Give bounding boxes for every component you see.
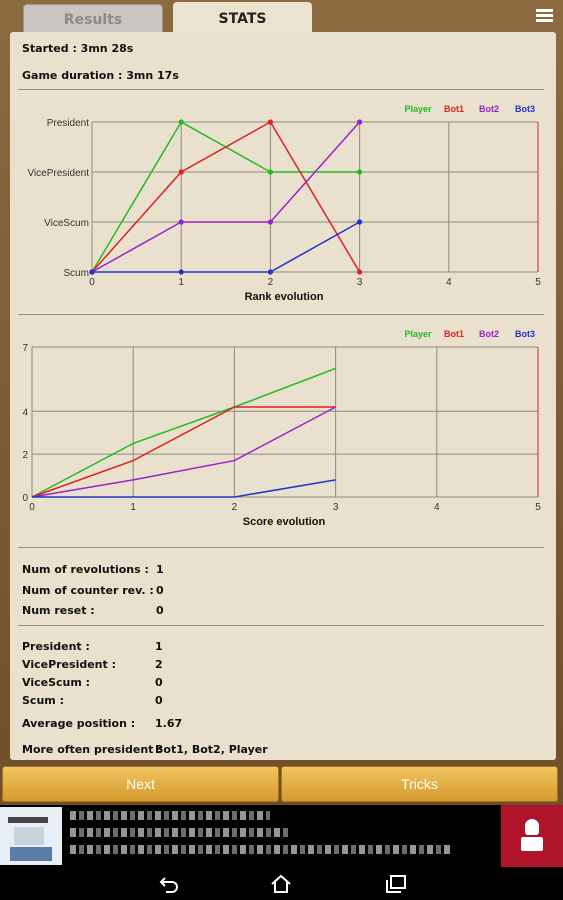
y-tick-label: VicePresident — [27, 168, 89, 179]
y-tick-label: Scum — [63, 268, 89, 279]
data-point — [357, 119, 363, 125]
data-point — [267, 119, 273, 125]
series-line-bot1 — [91, 120, 361, 273]
tab-results[interactable]: Results — [23, 4, 163, 36]
score-evolution-chart: 0 1 2 3 4 5 0 2 4 7 Player Bot1 Bot2 Bot3 Score evolut… — [22, 329, 541, 528]
y-tick-label: President — [47, 118, 89, 129]
stat-label: Average position : — [22, 717, 136, 730]
stat-label: ViceScum : — [22, 676, 91, 689]
x-tick-label: 3 — [333, 502, 339, 513]
legend-bot1: Bot1 — [444, 104, 464, 114]
y-tick-label: 0 — [22, 493, 28, 504]
divider — [18, 314, 544, 315]
stats-panel — [10, 32, 556, 760]
legend-bot2: Bot2 — [479, 329, 499, 339]
data-point — [89, 269, 95, 275]
stat-value: 0 — [156, 583, 164, 597]
x-tick-label: 4 — [446, 277, 452, 288]
stat-value: 1.67 — [155, 717, 183, 730]
series-line-bot3 — [92, 221, 360, 273]
stat-label: President : — [22, 640, 90, 653]
data-point — [178, 169, 184, 175]
series-line-bot3 — [32, 479, 336, 498]
stat-value: 1 — [155, 640, 163, 653]
x-tick-label: 1 — [130, 502, 136, 513]
menu-icon[interactable] — [536, 9, 553, 23]
x-tick-label: 2 — [232, 502, 238, 513]
legend-bot2: Bot2 — [479, 104, 499, 114]
recent-apps-icon[interactable] — [385, 874, 407, 894]
legend-player: Player — [404, 104, 432, 114]
started-text: Started : 3mn 28s — [22, 42, 134, 55]
data-point — [178, 219, 184, 225]
stat-value: 0 — [156, 604, 164, 617]
ad-text[interactable] — [70, 811, 495, 863]
stat-label: Num reset : — [22, 604, 95, 617]
y-tick-label: 7 — [22, 343, 28, 354]
x-tick-label: 3 — [357, 277, 363, 288]
series-line-bot2 — [31, 406, 336, 498]
stat-label: More often president : — [22, 743, 162, 756]
divider — [18, 89, 544, 90]
duration-text: Game duration : 3mn 17s — [22, 69, 179, 82]
x-tick-label: 1 — [178, 277, 184, 288]
ad-thumbnail[interactable] — [0, 807, 62, 865]
x-axis-title: Rank evolution — [245, 291, 324, 303]
stat-label: Num of revolutions : — [22, 563, 149, 576]
data-point — [357, 219, 363, 225]
next-button[interactable]: Next — [2, 766, 279, 802]
legend-bot3: Bot3 — [515, 104, 535, 114]
series-line-bot1 — [31, 406, 336, 498]
ad-banner[interactable] — [0, 805, 563, 867]
rank-evolution-chart: 0 1 2 3 4 5 Scum ViceScum VicePresident President… — [27, 104, 541, 303]
stat-label: Scum : — [22, 694, 64, 707]
x-tick-label: 5 — [535, 277, 541, 288]
data-point — [178, 119, 184, 125]
stat-label: VicePresident : — [22, 658, 116, 671]
x-tick-label: 2 — [268, 277, 274, 288]
stat-value: 0 — [155, 676, 163, 689]
series-line-bot2 — [91, 121, 361, 273]
back-icon[interactable] — [158, 874, 180, 894]
legend-bot3: Bot3 — [515, 329, 535, 339]
x-axis-title: Score evolution — [243, 516, 326, 528]
stat-value: 1 — [156, 563, 164, 576]
y-tick-label: ViceScum — [44, 218, 89, 229]
x-tick-label: 4 — [434, 502, 440, 513]
system-nav-bar — [0, 867, 563, 900]
x-tick-label: 5 — [535, 502, 541, 513]
person-icon[interactable] — [501, 805, 563, 867]
x-tick-label: 0 — [89, 277, 95, 288]
data-point — [267, 269, 273, 275]
tab-stats[interactable]: STATS — [173, 2, 312, 36]
legend-player: Player — [404, 329, 432, 339]
stat-label: Num of counter rev. : — [22, 583, 154, 597]
data-point — [357, 269, 363, 275]
data-point — [267, 169, 273, 175]
data-point — [357, 169, 363, 175]
tricks-button[interactable]: Tricks — [281, 766, 558, 802]
data-point — [267, 219, 273, 225]
stat-value: 2 — [155, 658, 163, 671]
legend-bot1: Bot1 — [444, 329, 464, 339]
series-line-player — [31, 367, 336, 498]
divider — [18, 547, 544, 548]
x-tick-label: 0 — [29, 502, 35, 513]
divider — [18, 625, 544, 626]
y-tick-label: 2 — [22, 450, 28, 461]
stat-value: Bot1, Bot2, Player — [155, 743, 268, 756]
stat-value: 0 — [155, 694, 163, 707]
y-tick-label: 4 — [22, 407, 28, 418]
home-icon[interactable] — [270, 874, 292, 894]
data-point — [178, 269, 184, 275]
